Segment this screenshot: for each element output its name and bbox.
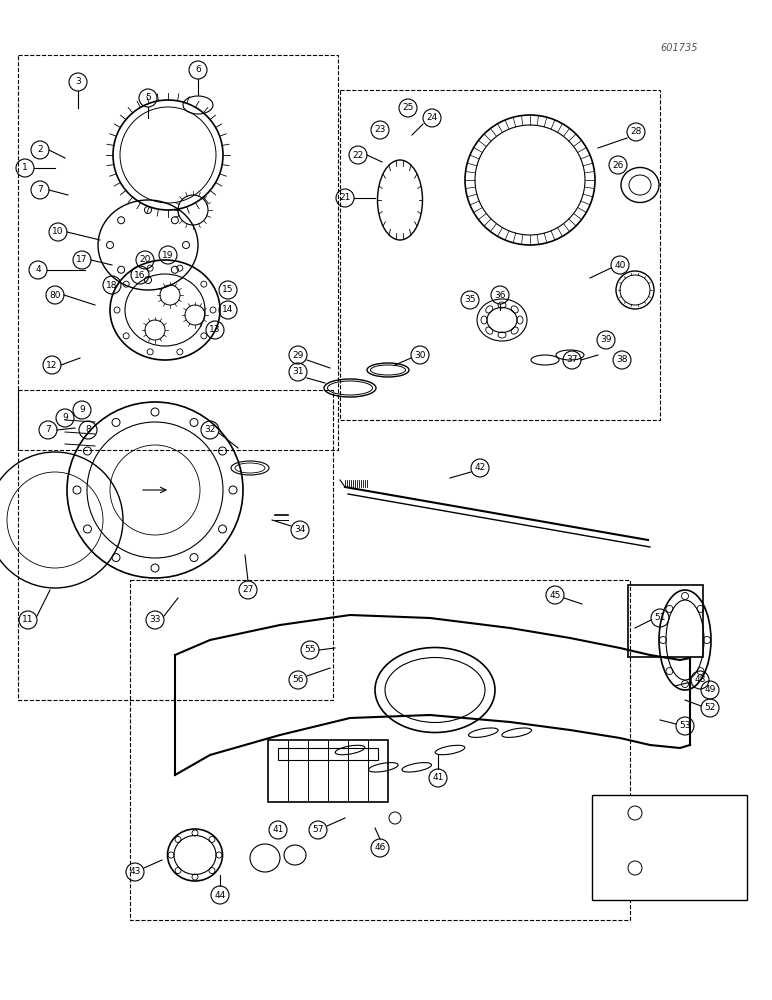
Text: 53: 53 xyxy=(679,722,691,730)
Bar xyxy=(268,740,388,802)
Text: 26: 26 xyxy=(612,160,624,169)
Text: 9: 9 xyxy=(62,414,68,422)
Text: 30: 30 xyxy=(415,351,425,360)
Text: 33: 33 xyxy=(149,615,161,624)
Text: 11: 11 xyxy=(22,615,34,624)
Text: 48: 48 xyxy=(715,804,726,812)
Text: 56: 56 xyxy=(293,676,303,684)
Text: 10: 10 xyxy=(52,228,64,236)
Text: 41: 41 xyxy=(273,826,283,834)
Text: 35: 35 xyxy=(464,296,476,304)
Bar xyxy=(278,748,378,760)
Text: 8: 8 xyxy=(85,426,91,434)
Text: 7: 7 xyxy=(45,426,51,434)
Text: 15: 15 xyxy=(222,286,234,294)
Text: 18: 18 xyxy=(107,280,118,290)
Text: 2: 2 xyxy=(37,145,42,154)
Text: 6: 6 xyxy=(195,66,201,75)
Text: 7: 7 xyxy=(37,186,43,194)
Text: 24: 24 xyxy=(426,113,438,122)
Text: 17: 17 xyxy=(76,255,88,264)
Text: 14: 14 xyxy=(222,306,234,314)
Text: 51: 51 xyxy=(654,613,665,622)
Text: 41: 41 xyxy=(432,774,444,782)
Bar xyxy=(130,580,630,920)
Text: 23: 23 xyxy=(374,125,386,134)
Text: 29: 29 xyxy=(293,351,303,360)
Text: 9: 9 xyxy=(79,406,85,414)
Text: 16: 16 xyxy=(134,270,146,279)
Bar xyxy=(340,90,660,420)
Text: 80: 80 xyxy=(49,290,61,300)
Text: 52: 52 xyxy=(704,704,716,712)
Text: 39: 39 xyxy=(601,336,611,344)
Text: 5: 5 xyxy=(145,94,151,103)
Text: 25: 25 xyxy=(402,104,414,112)
Bar xyxy=(18,390,333,700)
Text: 20: 20 xyxy=(139,255,151,264)
Text: 43: 43 xyxy=(130,867,141,876)
Text: 21: 21 xyxy=(340,194,350,202)
Text: 46: 46 xyxy=(374,844,386,852)
Text: 48: 48 xyxy=(694,676,706,684)
Text: 36: 36 xyxy=(494,290,506,300)
Text: 45: 45 xyxy=(550,590,560,599)
Text: 49: 49 xyxy=(704,686,716,694)
Text: 3: 3 xyxy=(75,78,81,87)
Text: 19: 19 xyxy=(162,250,174,259)
Text: 38: 38 xyxy=(616,356,628,364)
Text: 601735: 601735 xyxy=(661,43,698,53)
Bar xyxy=(592,795,747,900)
Text: 27: 27 xyxy=(242,585,254,594)
Text: 34: 34 xyxy=(294,526,306,534)
Bar xyxy=(18,55,338,450)
Text: 1: 1 xyxy=(22,163,28,172)
Text: 4: 4 xyxy=(36,265,41,274)
Text: 44: 44 xyxy=(215,890,225,900)
Bar xyxy=(628,585,703,657)
Text: 28: 28 xyxy=(630,127,642,136)
Text: 40: 40 xyxy=(615,260,625,269)
Text: 50: 50 xyxy=(609,865,619,874)
Text: 12: 12 xyxy=(46,360,58,369)
Text: 42: 42 xyxy=(474,464,486,473)
Text: 22: 22 xyxy=(352,150,364,159)
Text: 13: 13 xyxy=(209,326,221,334)
Text: 37: 37 xyxy=(566,356,577,364)
Text: 32: 32 xyxy=(205,426,215,434)
Text: 57: 57 xyxy=(312,826,323,834)
Text: 55: 55 xyxy=(304,646,316,654)
Text: 54: 54 xyxy=(609,814,619,822)
Text: 31: 31 xyxy=(293,367,303,376)
